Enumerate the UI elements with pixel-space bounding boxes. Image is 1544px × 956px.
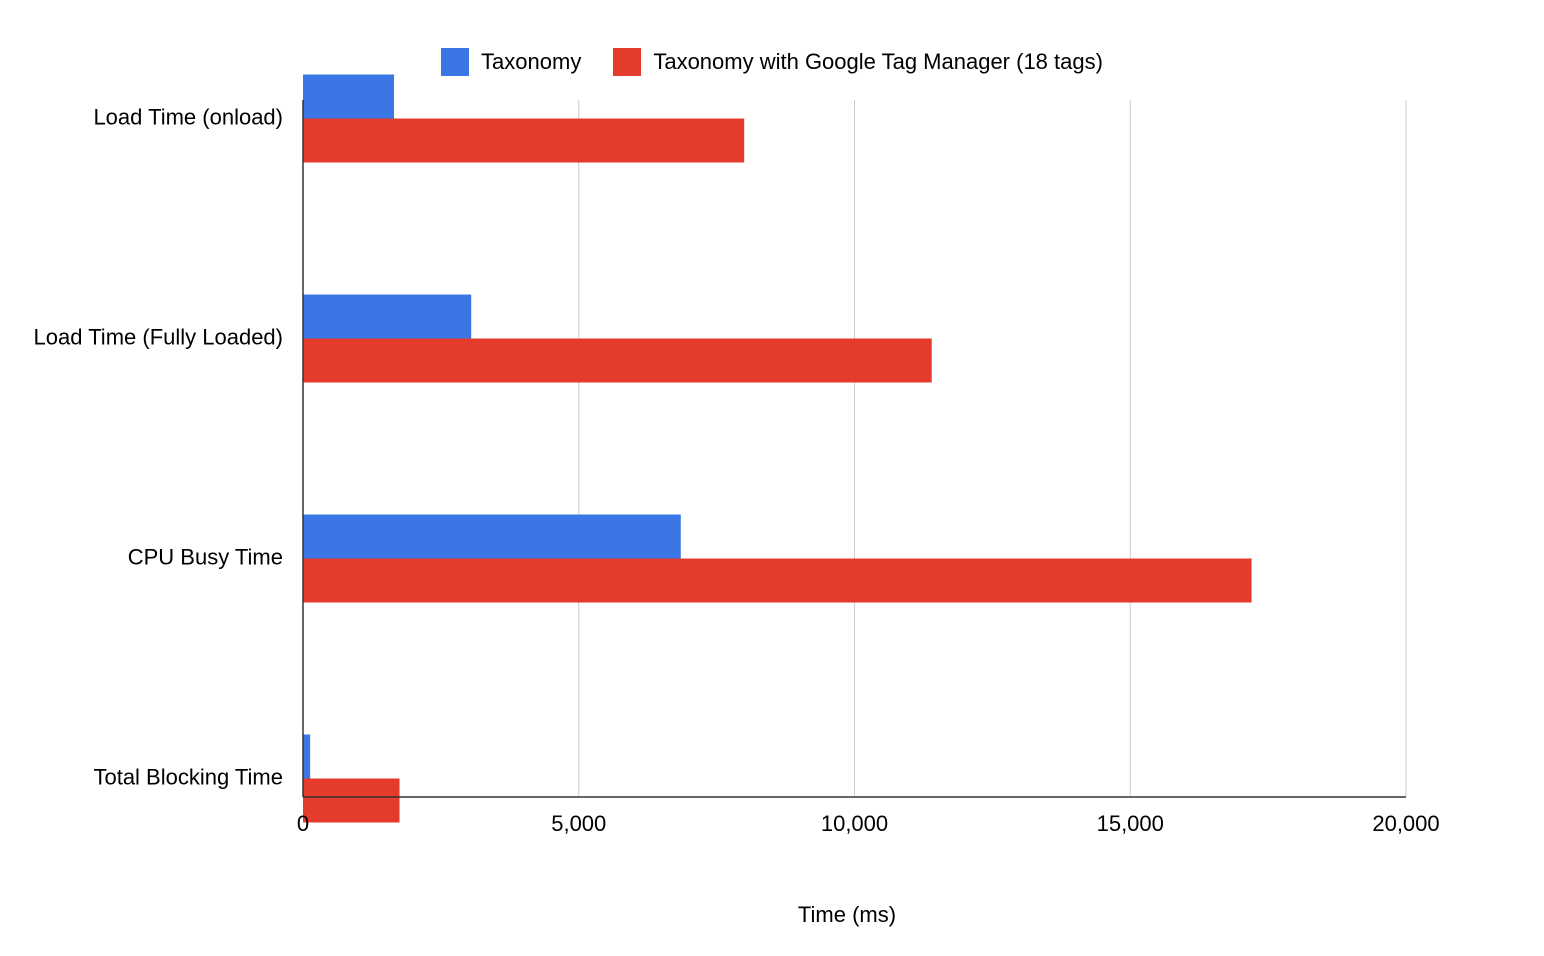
chart-legend: Taxonomy Taxonomy with Google Tag Manage… <box>0 48 1544 76</box>
legend-item-series-2: Taxonomy with Google Tag Manager (18 tag… <box>613 48 1103 76</box>
category-label: Load Time (Fully Loaded) <box>34 324 283 349</box>
legend-swatch-series-2 <box>613 48 641 76</box>
bar <box>303 515 681 559</box>
category-label: CPU Busy Time <box>128 544 283 569</box>
x-tick-label: 5,000 <box>551 811 606 836</box>
bar <box>303 779 400 823</box>
x-axis-title-text: Time (ms) <box>798 902 896 928</box>
category-label: Total Blocking Time <box>93 764 283 789</box>
bar <box>303 295 471 339</box>
bar <box>303 119 744 163</box>
x-axis-title: Time (ms) <box>0 902 1544 928</box>
chart-container: Taxonomy Taxonomy with Google Tag Manage… <box>0 0 1544 956</box>
bar <box>303 339 932 383</box>
chart-svg: Load Time (onload) Load Time (Fully Loade… <box>0 0 1544 956</box>
legend-label-series-1: Taxonomy <box>481 49 581 75</box>
legend-label-series-2: Taxonomy with Google Tag Manager (18 tag… <box>653 49 1103 75</box>
bar <box>303 735 310 779</box>
x-tick-label: 10,000 <box>821 811 888 836</box>
bar <box>303 559 1252 603</box>
legend-swatch-series-1 <box>441 48 469 76</box>
x-tick-label: 20,000 <box>1372 811 1439 836</box>
x-tick-label: 0 <box>297 811 309 836</box>
x-tick-label: 15,000 <box>1097 811 1164 836</box>
category-label: Load Time (onload) <box>93 104 283 129</box>
legend-item-series-1: Taxonomy <box>441 48 581 76</box>
bar <box>303 75 394 119</box>
